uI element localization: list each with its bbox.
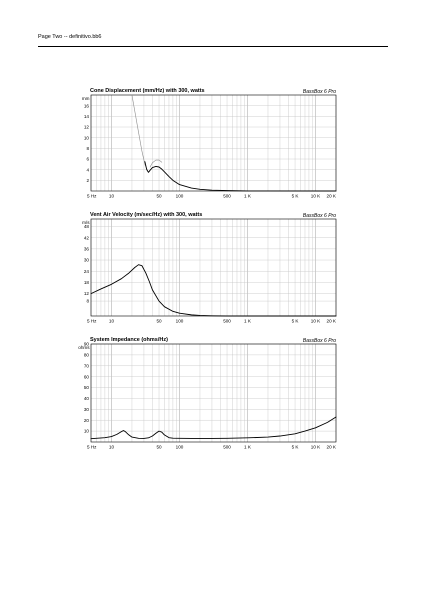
x-tick-label: 20 K <box>327 445 337 450</box>
y-tick-label: 80 <box>84 352 90 357</box>
y-tick-label: 16 <box>84 103 90 108</box>
series-line <box>90 416 337 440</box>
y-tick-label: 20 <box>84 418 90 423</box>
series-line <box>144 161 337 192</box>
x-tick-label: 1 K <box>244 194 252 199</box>
chart-title: Cone Displacement (mm/Hz) with 300, watt… <box>90 88 205 94</box>
x-tick-label: 500 <box>223 319 231 324</box>
x-tick-label: 1 K <box>244 319 252 324</box>
x-tick-label: 500 <box>223 445 231 450</box>
y-tick-label: 8 <box>86 299 89 304</box>
x-tick-label: 5 Hz <box>87 445 97 450</box>
y-tick-label: 30 <box>84 258 90 263</box>
y-tick-label: 24 <box>84 269 90 274</box>
x-tick-label: 50 <box>156 319 162 324</box>
y-tick-label: 14 <box>84 114 90 119</box>
series-line-secondary <box>149 159 163 168</box>
y-tick-label: 18 <box>84 280 90 285</box>
x-tick-label: 50 <box>156 194 162 199</box>
chart-brand: BassBox 6 Pro <box>302 213 336 219</box>
plot-frame <box>90 343 337 443</box>
y-tick-label: 10 <box>84 429 90 434</box>
y-tick-label: 4 <box>86 167 89 172</box>
y-axis-label: ohms <box>78 345 90 350</box>
chart-title: System Impedance (ohms/Hz) <box>90 337 168 343</box>
y-tick-label: 2 <box>86 178 89 183</box>
x-tick-label: 10 K <box>311 445 321 450</box>
x-tick-label: 100 <box>176 319 184 324</box>
y-tick-label: 90 <box>84 342 90 347</box>
chart-brand: BassBox 6 Pro <box>302 89 336 95</box>
y-tick-label: 6 <box>86 157 89 162</box>
x-tick-label: 1 K <box>244 445 252 450</box>
header-rule <box>38 46 388 47</box>
x-tick-label: 100 <box>176 194 184 199</box>
x-tick-label: 5 Hz <box>87 319 97 324</box>
y-tick-label: 60 <box>84 374 90 379</box>
x-tick-label: 50 <box>156 445 162 450</box>
y-tick-label: 50 <box>84 385 90 390</box>
series-line <box>90 264 337 317</box>
y-tick-label: 70 <box>84 363 90 368</box>
y-tick-label: 42 <box>84 235 90 240</box>
x-tick-label: 10 K <box>311 319 321 324</box>
y-tick-label: 36 <box>84 246 90 251</box>
y-tick-label: 8 <box>86 146 89 151</box>
x-tick-label: 20 K <box>327 319 337 324</box>
x-tick-label: 500 <box>223 194 231 199</box>
y-tick-label: 48 <box>84 224 90 229</box>
x-tick-label: 5 K <box>292 319 300 324</box>
page-header: Page Two -- definitivo.bb6 <box>38 34 102 40</box>
y-axis-label: m/s <box>82 220 90 225</box>
y-tick-label: 30 <box>84 407 90 412</box>
y-axis-label: mm <box>82 96 90 101</box>
y-tick-label: 12 <box>84 291 90 296</box>
x-tick-label: 5 K <box>292 445 300 450</box>
x-tick-label: 10 <box>109 445 115 450</box>
chart-brand: BassBox 6 Pro <box>302 338 336 344</box>
x-tick-label: 10 K <box>311 194 321 199</box>
x-tick-label: 20 K <box>327 194 337 199</box>
x-tick-label: 5 Hz <box>87 194 97 199</box>
x-tick-label: 10 <box>109 194 115 199</box>
x-tick-label: 10 <box>109 319 115 324</box>
y-tick-label: 10 <box>84 135 90 140</box>
x-tick-label: 100 <box>176 445 184 450</box>
y-tick-label: 40 <box>84 396 90 401</box>
y-tick-label: 12 <box>84 125 90 130</box>
x-tick-label: 5 K <box>292 194 300 199</box>
chart-title: Vent Air Velocity (m/sec/Hz) with 300, w… <box>90 212 203 218</box>
plot-frame <box>90 94 337 192</box>
